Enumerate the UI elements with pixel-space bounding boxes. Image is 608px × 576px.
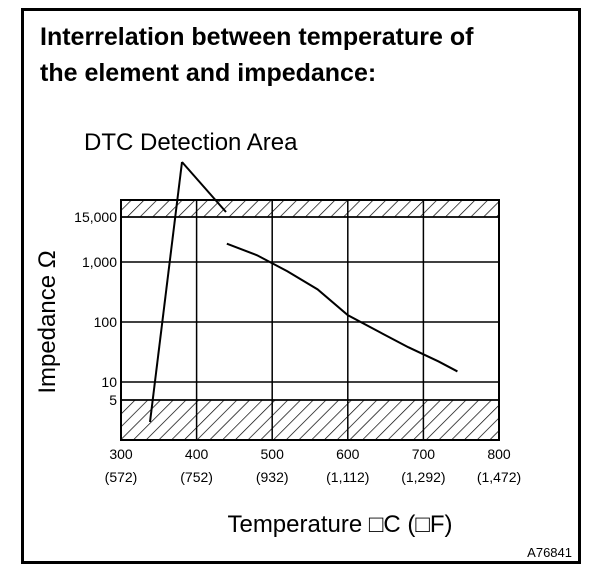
x-tick-label: 800 xyxy=(487,446,511,462)
figure-reference-id: A76841 xyxy=(527,545,572,560)
y-tick-label: 5 xyxy=(109,392,117,408)
figure-title-line-1: Interrelation between temperature of xyxy=(40,23,474,51)
plot-area xyxy=(120,199,500,441)
x-tick-label-fahrenheit: (752) xyxy=(180,469,213,485)
figure-title-line-2: the element and impedance: xyxy=(40,59,377,87)
y-tick-label: 15,000 xyxy=(74,209,117,225)
x-tick-label-fahrenheit: (572) xyxy=(105,469,138,485)
annotation-leader-high xyxy=(181,161,227,213)
annotation-leader-low xyxy=(149,161,183,423)
detection-area-low xyxy=(120,399,500,441)
x-axis-label: Temperature □C (□F) xyxy=(227,511,452,538)
x-tick-label-fahrenheit: (1,292) xyxy=(401,469,445,485)
y-tick-label: 100 xyxy=(94,314,118,330)
x-tick-label: 300 xyxy=(109,446,133,462)
x-tick-label: 700 xyxy=(412,446,436,462)
x-tick-label-fahrenheit: (932) xyxy=(256,469,289,485)
x-tick-label-fahrenheit: (1,112) xyxy=(326,469,369,485)
detection-area-annotation: DTC Detection Area xyxy=(84,129,298,156)
x-tick-label-fahrenheit: (1,472) xyxy=(477,469,521,485)
y-axis-label: Impedance Ω xyxy=(34,250,61,393)
x-tick-label: 500 xyxy=(261,446,285,462)
y-tick-label: 10 xyxy=(101,374,117,390)
figure-frame xyxy=(21,8,581,564)
impedance-curve xyxy=(226,242,458,373)
x-tick-label: 400 xyxy=(185,446,209,462)
x-tick-label: 600 xyxy=(336,446,360,462)
y-tick-label: 1,000 xyxy=(82,254,117,270)
